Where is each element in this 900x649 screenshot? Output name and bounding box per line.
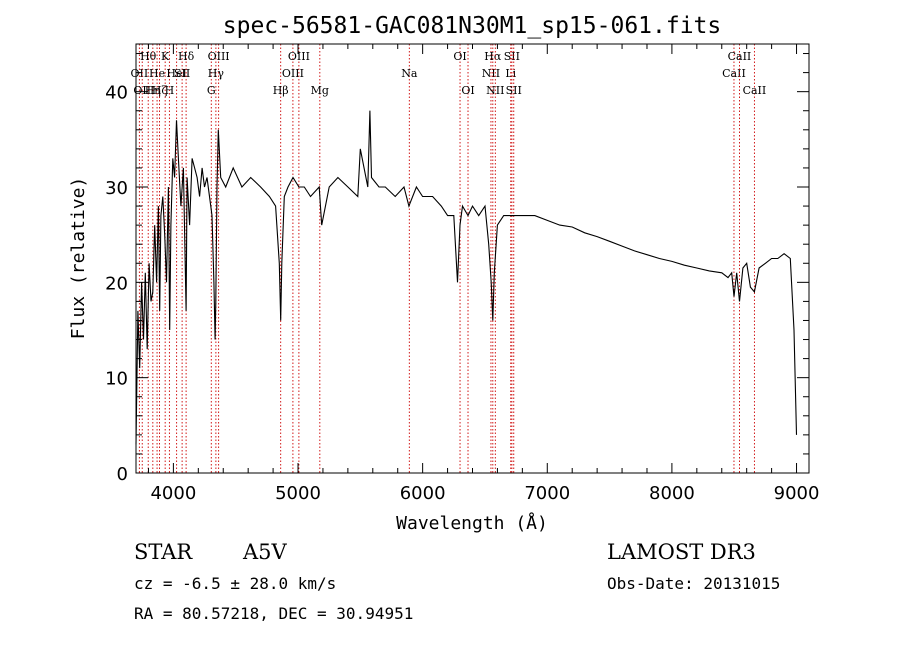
line-marker-label: Li — [505, 67, 516, 80]
y-axis-label: Flux (relative) — [68, 177, 89, 340]
object-subclass: A5V — [243, 540, 287, 564]
y-tick-label: 30 — [105, 178, 128, 199]
line-marker-label: NII — [486, 84, 504, 97]
line-marker-label: Hζ — [152, 84, 168, 97]
x-tick-label: 6000 — [400, 483, 446, 504]
line-marker-label: Na — [401, 67, 418, 80]
line-marker-label: CaII — [728, 50, 752, 63]
y-tick-label: 20 — [105, 273, 128, 294]
line-marker-label: OIII — [282, 67, 304, 80]
x-tick-label: 9000 — [774, 483, 820, 504]
line-marker-label: Hθ — [140, 50, 157, 63]
survey-name: LAMOST DR3 — [607, 540, 756, 564]
y-tick-label: 0 — [117, 464, 128, 485]
x-axis: 4000 5000 6000 7000 8000 9000 — [147, 44, 820, 504]
x-tick-label: 5000 — [275, 483, 321, 504]
line-marker-label: SII — [174, 67, 190, 80]
redshift-velocity: cz = -6.5 ± 28.0 km/s — [134, 574, 337, 593]
line-marker-label: OII — [133, 84, 151, 97]
line-marker-label: OIII — [288, 50, 310, 63]
line-marker-label: SII — [506, 84, 522, 97]
line-marker-label: Hα — [484, 50, 502, 63]
line-marker-label: CaII — [722, 67, 746, 80]
y-tick-label: 40 — [105, 83, 128, 104]
line-marker-label: He — [149, 67, 165, 80]
line-marker-label: OI — [461, 84, 474, 97]
line-marker-label: CaII — [743, 84, 767, 97]
chart-title: spec-56581-GAC081N30M1_sp15-061.fits — [223, 13, 722, 39]
spectral-line-markers: OIIOIIHθHηHeHζKHHeISIIHδGHγOIIIHβOIIIOII… — [131, 44, 767, 473]
line-marker-label: SII — [504, 50, 520, 63]
line-marker-label: K — [161, 50, 170, 63]
plot-frame — [135, 43, 810, 474]
line-marker-label: OIII — [208, 50, 230, 63]
spectrum-line — [135, 110, 798, 445]
object-class: STAR — [134, 540, 193, 564]
x-axis-label: Wavelength (Å) — [396, 512, 548, 534]
line-marker-label: OI — [453, 50, 466, 63]
observation-date: Obs-Date: 20131015 — [607, 574, 781, 593]
y-axis: 0 10 20 30 40 — [105, 53, 809, 485]
x-tick-label: 7000 — [524, 483, 570, 504]
coordinates: RA = 80.57218, DEC = 30.94951 — [134, 604, 414, 623]
line-marker-label: H — [165, 84, 175, 97]
line-marker-label: Hδ — [178, 50, 195, 63]
x-tick-label: 4000 — [150, 483, 196, 504]
x-tick-label: 8000 — [649, 483, 695, 504]
y-tick-label: 10 — [105, 369, 128, 390]
line-marker-label: G — [207, 84, 216, 97]
line-marker-label: NII — [482, 67, 500, 80]
line-marker-label: Hγ — [208, 67, 225, 80]
line-marker-label: Hβ — [273, 84, 289, 97]
spectrum-chart: spec-56581-GAC081N30M1_sp15-061.fits OII… — [68, 13, 820, 534]
line-marker-label: OII — [131, 67, 149, 80]
line-marker-label: Mg — [311, 84, 329, 97]
